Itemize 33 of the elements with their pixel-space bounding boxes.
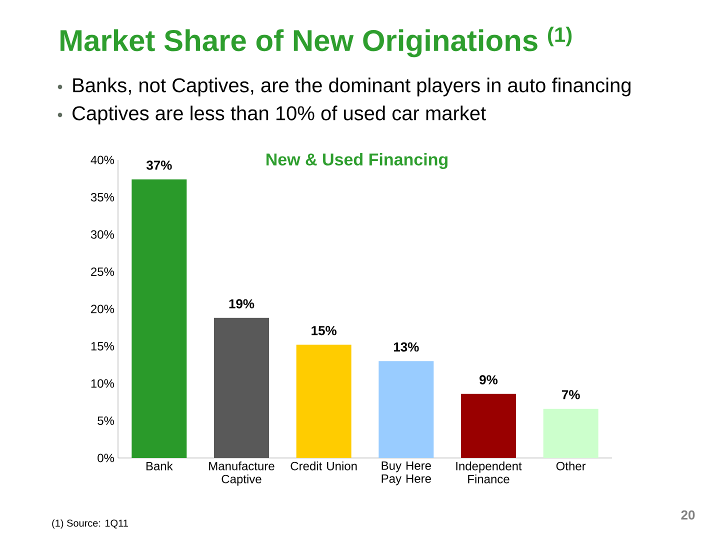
chart-subtitle: New & Used Financing [266, 153, 448, 169]
data-label: 13% [394, 342, 419, 352]
bar [132, 179, 187, 458]
x-tick-label: Buy Here Pay Here [382, 462, 431, 486]
y-tick-label: 15% [91, 342, 114, 350]
bar [543, 408, 598, 458]
data-label: 9% [480, 375, 498, 384]
text: Captives are less than 10% of used car market [72, 106, 486, 124]
data-label: 15% [312, 326, 336, 336]
x-tick-label: Bank [146, 462, 173, 470]
x-tick-label: Credit Union [290, 462, 357, 470]
x-tick-label: Manufacture Captive [209, 462, 274, 486]
y-tick-label: 5% [98, 416, 114, 425]
data-label: 7% [562, 390, 580, 400]
bar [296, 344, 352, 458]
y-tick-label: 30% [90, 230, 114, 239]
y-tick-label: 35% [90, 192, 114, 202]
y-tick-label: 10% [91, 379, 114, 388]
y-tick-label: 20% [91, 304, 114, 314]
text: (1) Source: 1Q11 [52, 519, 128, 529]
bar [214, 318, 270, 458]
bar [460, 394, 516, 458]
x-tick-label: Independent Finance [456, 462, 522, 484]
y-tick-label: 25% [91, 267, 114, 276]
text: Banks, not Captives, are the dominant players in auto financing [73, 78, 630, 96]
y-tick-label: 0% [98, 454, 114, 462]
data-label: 37% [146, 160, 172, 170]
bar [378, 361, 434, 458]
chart-title: Market Share of New Originations $^{(1)}$ [60, 26, 572, 58]
text: 20 [681, 510, 695, 520]
x-tick-label: Other [556, 462, 586, 470]
y-tick-label: 40% [90, 156, 114, 164]
data-label: 19% [229, 299, 254, 308]
